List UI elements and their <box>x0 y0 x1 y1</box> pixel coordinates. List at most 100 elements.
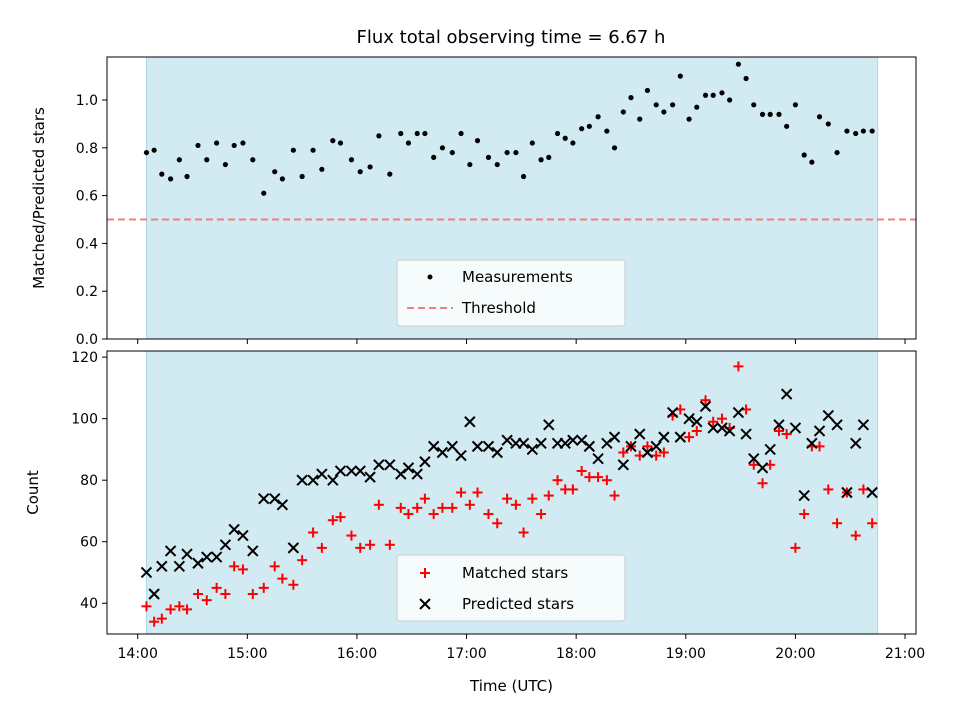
matched-star-point <box>823 484 834 495</box>
measurement-point <box>801 152 807 158</box>
matched-star-point <box>567 484 578 495</box>
predicted-star-point <box>427 440 440 453</box>
measurement-point <box>562 135 568 141</box>
measurement-point <box>767 111 773 117</box>
measurement-point <box>860 128 866 134</box>
matched-star-point <box>403 509 414 520</box>
matched-star-point <box>757 478 768 489</box>
measurement-point <box>809 159 815 165</box>
matched-star-point <box>773 425 784 436</box>
ratio-y-ticks: 0.0 0.2 0.4 0.6 0.8 1.0 <box>76 93 107 348</box>
matched-star-point <box>211 582 222 593</box>
measurement-point <box>387 171 393 177</box>
predicted-star-point <box>583 440 596 453</box>
count-x-axis-label: Time (UTC) <box>469 677 553 695</box>
measurement-point <box>611 145 618 151</box>
predicted-star-point <box>464 416 476 428</box>
predicted-star-point <box>691 416 703 428</box>
measurement-point <box>710 92 716 98</box>
legend-x-glyph <box>419 598 431 610</box>
ratio-y-tick-label: 1.0 <box>76 93 98 109</box>
count-panel: 40 60 80 100 120 14:00 15:00 16:00 17:00 18:00 19… <box>24 350 925 695</box>
matched-star-point <box>781 429 792 440</box>
matched-star-point <box>691 425 702 436</box>
measurement-point <box>330 138 336 144</box>
count-x-tick-label: 19:00 <box>666 646 706 662</box>
matched-star-point <box>832 518 843 529</box>
predicted-star-point <box>813 425 826 437</box>
measurement-point <box>143 149 150 156</box>
measurement-point <box>261 190 267 196</box>
measurement-point <box>853 130 859 137</box>
predicted-star-point <box>601 437 613 449</box>
predicted-star-point <box>641 446 654 459</box>
matched-star-point <box>748 459 759 470</box>
measurement-point <box>458 130 464 137</box>
predicted-star-point <box>608 431 621 443</box>
predicted-star-point <box>831 419 843 431</box>
matched-star-point <box>297 555 308 566</box>
predicted-star-point <box>228 523 240 536</box>
matched-star-point <box>456 487 467 498</box>
measurement-point <box>204 157 210 163</box>
legend-predicted-marker <box>419 598 431 610</box>
predicted-star-point <box>354 465 366 477</box>
measurement-point <box>670 102 676 108</box>
matched-star-point <box>867 518 878 529</box>
matched-star-point <box>716 413 727 424</box>
matched-star-point <box>700 395 711 406</box>
count-x-tick-label: 15:00 <box>227 646 267 662</box>
ratio-panel: 0.0 0.2 0.4 0.6 0.8 1.0 Matched/Predicted sta… <box>30 56 917 348</box>
predicted-star-point <box>345 465 358 477</box>
matched-star-point <box>192 589 203 600</box>
measurement-point <box>494 161 500 168</box>
measurement-point <box>474 138 481 144</box>
legend-matched-label: Matched stars <box>462 564 568 582</box>
predicted-star-point <box>748 452 760 465</box>
matched-star-point <box>799 509 810 520</box>
matched-star-point <box>258 582 269 593</box>
ratio-y-tick-label: 0.6 <box>76 189 98 205</box>
measurement-point <box>637 116 643 122</box>
measurement-point <box>686 116 692 122</box>
predicted-star-point <box>482 440 495 453</box>
predicted-star-point <box>164 545 177 557</box>
matched-star-point <box>790 542 801 553</box>
predicted-star-point <box>850 437 862 449</box>
ratio-legend-box <box>396 259 626 327</box>
measurement-point <box>485 154 492 160</box>
predicted-star-point <box>140 566 153 579</box>
predicted-star-point <box>237 529 249 542</box>
matched-star-point <box>502 493 513 504</box>
predicted-star-point <box>650 440 662 453</box>
legend-predicted-label: Predicted stars <box>462 595 574 613</box>
predicted-star-point <box>789 422 802 434</box>
predicted-star-point <box>723 425 736 437</box>
count-legend: Matched stars Predicted stars <box>396 554 626 622</box>
ratio-y-axis-label: Matched/Predicted stars <box>30 107 48 289</box>
predicted-star-point <box>517 437 530 449</box>
matched-star-point <box>384 539 395 550</box>
legend-measurement-marker <box>427 274 433 280</box>
matched-star-point <box>182 604 193 615</box>
predicted-star-point <box>592 452 604 465</box>
predicted-star-point <box>446 440 459 453</box>
measurement-point <box>735 61 742 67</box>
predicted-star-point <box>543 419 555 431</box>
predicted-star-point <box>402 462 415 474</box>
measurement-point <box>792 102 799 108</box>
measurement-point <box>151 147 157 153</box>
matched-star-point <box>708 416 719 427</box>
matched-star-point <box>552 475 563 486</box>
matched-star-point <box>365 539 376 550</box>
measurement-point <box>240 140 246 146</box>
measurement-point <box>467 161 473 168</box>
measurement-point <box>250 157 256 163</box>
measurement-point <box>520 173 527 180</box>
predicted-star-point <box>384 459 396 471</box>
predicted-star-point <box>625 440 637 453</box>
predicted-star-point <box>764 443 776 456</box>
measurement-point <box>439 145 446 151</box>
ratio-y-tick-label: 0.8 <box>76 141 98 157</box>
